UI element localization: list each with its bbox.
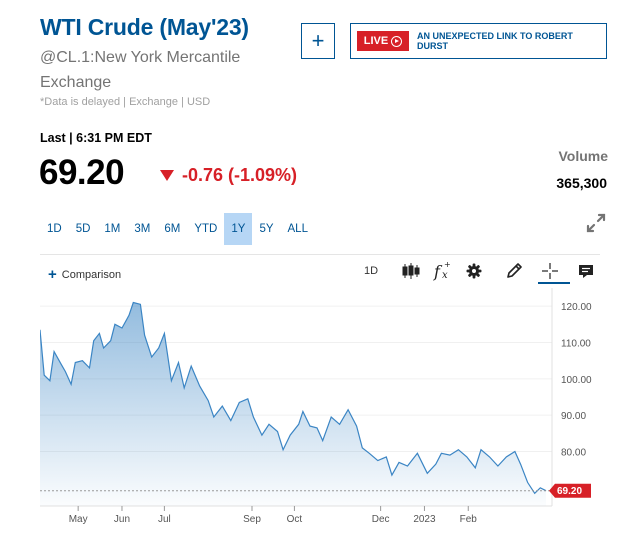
range-tab-1m[interactable]: 1M xyxy=(104,223,121,235)
price-area xyxy=(40,302,546,506)
range-tab-1y[interactable]: 1Y xyxy=(224,213,253,245)
comment-icon[interactable] xyxy=(576,260,596,282)
x-tick-label: Sep xyxy=(243,514,261,525)
range-tab-1d[interactable]: 1D xyxy=(47,223,62,235)
range-tab-5d[interactable]: 5D xyxy=(75,223,91,235)
expand-icon[interactable] xyxy=(585,212,607,234)
x-tick-label: Jul xyxy=(158,514,171,525)
price-chart[interactable]: 120.00 110.00 100.00 90.00 80.00 May Jun Jul Se… xyxy=(40,288,600,528)
gear-icon[interactable] xyxy=(464,260,484,282)
live-badge-label: LIVE xyxy=(363,35,389,47)
x-tick-label: Feb xyxy=(460,514,478,525)
range-tab-6m[interactable]: 6M xyxy=(164,223,181,235)
range-tab-5y[interactable]: 5Y xyxy=(259,223,274,235)
y-tick-label: 90.00 xyxy=(561,411,586,422)
plus-icon: + xyxy=(48,266,57,283)
delayed-note: *Data is delayed | Exchange | USD xyxy=(40,96,211,108)
live-badge: LIVE xyxy=(357,31,409,51)
x-tick-label: 2023 xyxy=(413,514,436,525)
volume-value: 365,300 xyxy=(556,175,607,191)
svg-text:+: + xyxy=(444,260,451,269)
svg-text:x: x xyxy=(442,270,448,281)
time-range-tabs: 1D 5D 1M 3M 6M YTD 1Y 5Y ALL xyxy=(40,213,315,245)
toolbar-divider xyxy=(40,254,600,255)
range-tab-ytd[interactable]: YTD xyxy=(194,223,218,235)
svg-text:f: f xyxy=(433,262,443,281)
last-price-tag: 69.20 xyxy=(549,483,591,498)
x-tick-label: Dec xyxy=(372,514,390,525)
price-line xyxy=(40,301,547,495)
y-tick-label: 80.00 xyxy=(561,448,586,459)
comparison-button[interactable]: + Comparison xyxy=(48,266,121,283)
last-price-label: 69.20 xyxy=(557,486,582,497)
y-tick-label: 110.00 xyxy=(561,339,591,350)
active-tool-indicator xyxy=(538,282,570,284)
pencil-icon[interactable] xyxy=(504,260,524,282)
crosshair-icon[interactable] xyxy=(540,260,560,282)
function-icon[interactable]: f x + xyxy=(432,260,454,282)
live-headline: AN UNEXPECTED LINK TO ROBERT DURST xyxy=(417,31,573,51)
add-to-watchlist-button[interactable]: + xyxy=(301,23,335,59)
exchange-name: @CL.1:New York Mercantile Exchange xyxy=(40,49,241,91)
live-video-card[interactable]: LIVE AN UNEXPECTED LINK TO ROBERT DURST xyxy=(350,23,607,59)
x-tick-label: Jun xyxy=(114,514,130,525)
y-tick-label: 100.00 xyxy=(561,375,592,386)
price-change: -0.76 (-1.09%) xyxy=(160,165,297,186)
x-tick-label: Oct xyxy=(287,514,303,525)
price-change-value: -0.76 (-1.09%) xyxy=(182,165,298,185)
volume-label: Volume xyxy=(558,148,608,164)
play-icon xyxy=(391,35,403,47)
y-tick-label: 120.00 xyxy=(561,302,592,313)
candlestick-icon[interactable] xyxy=(400,260,422,282)
comparison-label: Comparison xyxy=(61,269,122,281)
x-tick-label: May xyxy=(69,514,88,525)
range-tab-3m[interactable]: 3M xyxy=(134,223,151,235)
down-arrow-icon xyxy=(160,170,174,181)
interval-selector[interactable]: 1D xyxy=(363,265,379,277)
range-tab-all[interactable]: ALL xyxy=(287,223,308,235)
last-price: 69.20 xyxy=(39,153,125,192)
instrument-title: WTI Crude (May'23) xyxy=(40,14,249,40)
last-trade-time: Last | 6:31 PM EDT xyxy=(40,131,152,145)
